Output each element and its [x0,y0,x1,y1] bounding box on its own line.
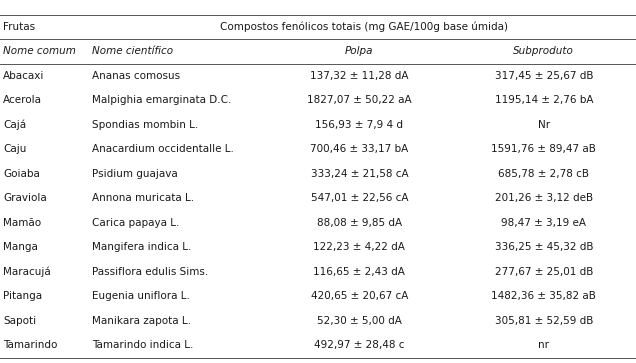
Text: 305,81 ± 52,59 dB: 305,81 ± 52,59 dB [495,316,593,326]
Text: Sapoti: Sapoti [3,316,36,326]
Text: Tamarindo: Tamarindo [3,340,57,350]
Text: Caju: Caju [3,144,27,154]
Text: Psidium guajava: Psidium guajava [92,169,178,179]
Text: 137,32 ± 11,28 dA: 137,32 ± 11,28 dA [310,71,408,81]
Text: 492,97 ± 28,48 c: 492,97 ± 28,48 c [314,340,404,350]
Text: Nome comum: Nome comum [3,46,76,56]
Text: Annona muricata L.: Annona muricata L. [92,193,195,203]
Text: 317,45 ± 25,67 dB: 317,45 ± 25,67 dB [495,71,593,81]
Text: Mamão: Mamão [3,218,41,228]
Text: Malpighia emarginata D.C.: Malpighia emarginata D.C. [92,95,232,105]
Text: nr: nr [538,340,550,350]
Text: Ananas comosus: Ananas comosus [92,71,181,81]
Text: Mangifera indica L.: Mangifera indica L. [92,242,191,252]
Text: Manikara zapota L.: Manikara zapota L. [92,316,191,326]
Text: 547,01 ± 22,56 cA: 547,01 ± 22,56 cA [310,193,408,203]
Text: 685,78 ± 2,78 cB: 685,78 ± 2,78 cB [498,169,590,179]
Text: 277,67 ± 25,01 dB: 277,67 ± 25,01 dB [495,267,593,277]
Text: Cajá: Cajá [3,119,26,130]
Text: Goiaba: Goiaba [3,169,40,179]
Text: Tamarindo indica L.: Tamarindo indica L. [92,340,193,350]
Text: Polpa: Polpa [345,46,373,56]
Text: Passiflora edulis Sims.: Passiflora edulis Sims. [92,267,209,277]
Text: 1195,14 ± 2,76 bA: 1195,14 ± 2,76 bA [495,95,593,105]
Text: Compostos fenólicos totais (mg GAE/100g base úmida): Compostos fenólicos totais (mg GAE/100g … [220,21,508,32]
Text: 156,93 ± 7,9 4 d: 156,93 ± 7,9 4 d [315,120,403,130]
Text: 98,47 ± 3,19 eA: 98,47 ± 3,19 eA [501,218,586,228]
Text: 201,26 ± 3,12 deB: 201,26 ± 3,12 deB [495,193,593,203]
Text: 52,30 ± 5,00 dA: 52,30 ± 5,00 dA [317,316,402,326]
Text: 420,65 ± 20,67 cA: 420,65 ± 20,67 cA [310,291,408,301]
Text: Eugenia uniflora L.: Eugenia uniflora L. [92,291,190,301]
Text: Pitanga: Pitanga [3,291,43,301]
Text: Nr: Nr [537,120,550,130]
Text: Carica papaya L.: Carica papaya L. [92,218,179,228]
Text: 116,65 ± 2,43 dA: 116,65 ± 2,43 dA [314,267,405,277]
Text: 1827,07 ± 50,22 aA: 1827,07 ± 50,22 aA [307,95,411,105]
Text: 1591,76 ± 89,47 aB: 1591,76 ± 89,47 aB [492,144,596,154]
Text: 88,08 ± 9,85 dA: 88,08 ± 9,85 dA [317,218,402,228]
Text: Frutas: Frutas [3,22,36,32]
Text: 1482,36 ± 35,82 aB: 1482,36 ± 35,82 aB [492,291,596,301]
Text: Graviola: Graviola [3,193,47,203]
Text: Manga: Manga [3,242,38,252]
Text: Spondias mombin L.: Spondias mombin L. [92,120,198,130]
Text: 333,24 ± 21,58 cA: 333,24 ± 21,58 cA [310,169,408,179]
Text: Maracujá: Maracujá [3,266,51,277]
Text: 336,25 ± 45,32 dB: 336,25 ± 45,32 dB [495,242,593,252]
Text: Anacardium occidentalle L.: Anacardium occidentalle L. [92,144,234,154]
Text: Abacaxi: Abacaxi [3,71,45,81]
Text: Nome científico: Nome científico [92,46,174,56]
Text: 122,23 ± 4,22 dA: 122,23 ± 4,22 dA [314,242,405,252]
Text: 700,46 ± 33,17 bA: 700,46 ± 33,17 bA [310,144,408,154]
Text: Subproduto: Subproduto [513,46,574,56]
Text: Acerola: Acerola [3,95,42,105]
